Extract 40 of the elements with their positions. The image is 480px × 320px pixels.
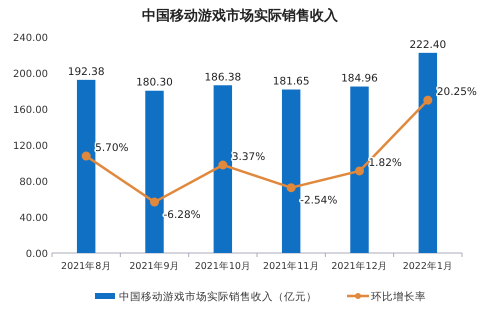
bar: [76, 80, 96, 253]
data-label: 192.38: [68, 66, 105, 78]
data-label: -2.54%: [300, 194, 338, 207]
x-tick-label: 2022年1月: [402, 260, 453, 272]
y-tick-label: 160.00: [13, 105, 48, 116]
point: [150, 198, 159, 207]
point: [286, 183, 296, 192]
y-tick-label: 120.00: [13, 141, 48, 152]
data-label: 3.37%: [232, 150, 266, 163]
y-tick-label: 240.00: [13, 33, 48, 44]
y-tick-label: 80.00: [19, 177, 48, 188]
data-label: 184.96: [341, 72, 378, 85]
legend-label: 中国移动游戏市场实际销售收入（亿元）: [119, 290, 317, 303]
data-label: 181.65: [272, 76, 310, 88]
x-tick-label: 2021年12月: [331, 260, 388, 272]
legend-label: 环比增长率: [371, 290, 426, 303]
bar: [214, 85, 232, 253]
y-tick-label: 0.00: [26, 249, 48, 260]
data-label: 1.82%: [368, 156, 402, 169]
point: [82, 152, 91, 161]
y-tick-label: 40.00: [19, 213, 48, 224]
data-label: 222.40: [409, 38, 446, 51]
x-tick-label: 2021年10月: [194, 260, 251, 272]
data-label: 180.30: [136, 76, 173, 89]
bar: [418, 52, 438, 253]
point: [423, 96, 432, 105]
point: [218, 160, 228, 170]
point: [355, 166, 364, 176]
chart-title: 中国移动游戏市场实际销售收入: [142, 7, 339, 24]
x-tick-label: 2021年11月: [263, 260, 320, 272]
data-label: 186.38: [204, 71, 242, 84]
data-label: 5.70%: [95, 142, 129, 154]
data-label: 20.25%: [436, 86, 477, 98]
y-tick-label: 200.00: [13, 69, 48, 80]
bar: [350, 86, 369, 253]
bar: [145, 90, 164, 253]
data-label: -6.28%: [164, 209, 201, 222]
x-tick-label: 2021年8月: [61, 260, 112, 272]
bar: [282, 90, 300, 253]
x-tick-label: 2021年9月: [129, 260, 180, 272]
